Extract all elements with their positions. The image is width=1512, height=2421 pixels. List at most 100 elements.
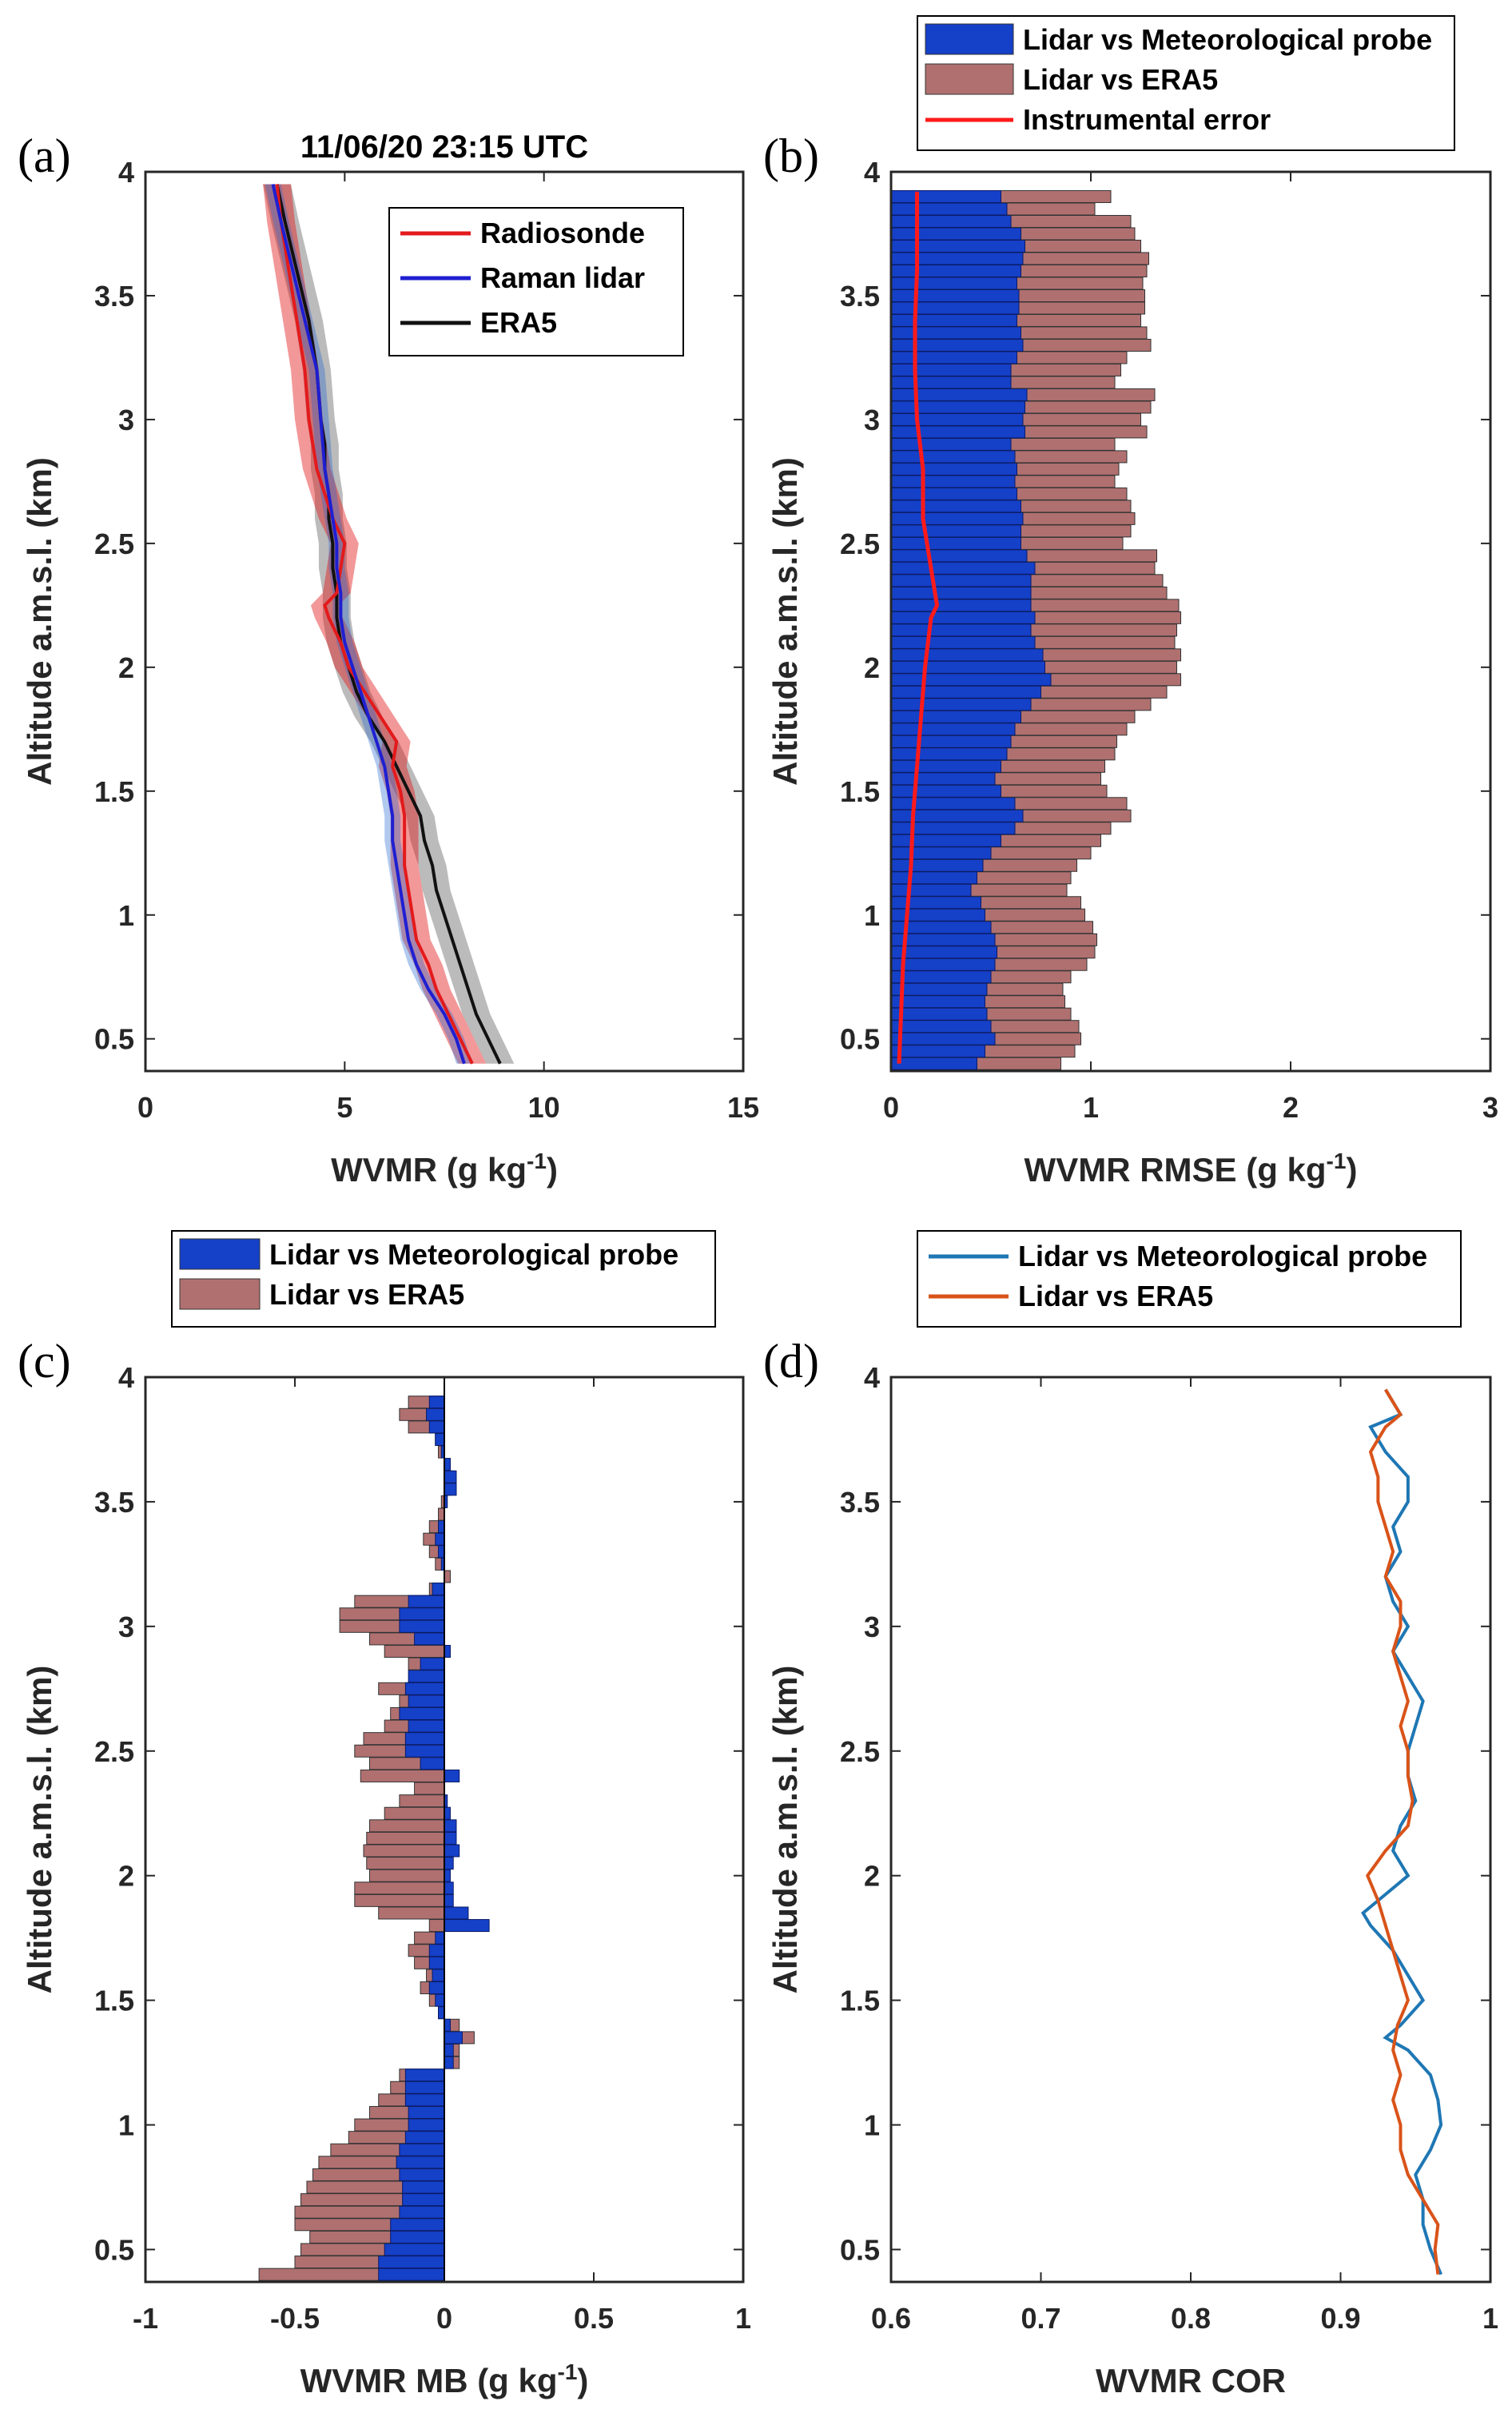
bar-lidar-vs-probe (890, 896, 981, 910)
y-tick-label: 3.5 (94, 1486, 134, 1519)
bar-lidar-vs-era5 (363, 1844, 445, 1858)
y-tick-label: 1 (118, 2109, 134, 2142)
bar-lidar-vs-era5 (369, 1869, 445, 1882)
bar-lidar-vs-probe (399, 1706, 445, 1720)
legend-swatch (925, 63, 1014, 95)
bar-lidar-vs-probe (444, 1483, 457, 1496)
bar-lidar-vs-probe (402, 2193, 445, 2207)
bar-lidar-vs-probe (428, 1956, 445, 1969)
x-axis-label: WVMR COR (1096, 2362, 1286, 2399)
bar-lidar-vs-probe (414, 1632, 445, 1646)
bar-lidar-vs-probe (890, 623, 1032, 637)
bar-lidar-vs-era5 (369, 1819, 445, 1833)
x-tick-label: -0.5 (270, 2302, 320, 2335)
bar-lidar-vs-probe (444, 1857, 454, 1870)
bar-lidar-vs-probe (438, 1545, 445, 1559)
x-tick-label: 0.8 (1171, 2302, 1211, 2335)
bar-lidar-vs-probe (890, 326, 1021, 340)
bar-lidar-vs-probe (444, 1831, 457, 1845)
bar-lidar-vs-probe (890, 338, 1024, 352)
y-tick-label: 3 (864, 404, 880, 436)
y-tick-label: 0.5 (94, 2233, 134, 2266)
bar-lidar-vs-probe (890, 982, 988, 996)
bar-lidar-vs-probe (444, 2018, 451, 2032)
bar-lidar-vs-probe (890, 388, 1028, 401)
bar-lidar-vs-probe (444, 1819, 457, 1833)
bar-lidar-vs-probe (890, 536, 1021, 550)
bar-lidar-vs-probe (890, 1057, 977, 1070)
bar-lidar-vs-probe (390, 2230, 445, 2244)
legend-label: Lidar vs ERA5 (1023, 63, 1218, 96)
y-tick-label: 2 (864, 1860, 880, 1893)
bar-lidar-vs-probe (408, 2118, 445, 2132)
bar-lidar-vs-era5 (360, 1769, 445, 1782)
y-tick-label: 3 (118, 1611, 134, 1643)
y-tick-label: 1.5 (840, 1985, 880, 2017)
bar-lidar-vs-probe (890, 1007, 988, 1021)
bar-lidar-vs-probe (444, 1769, 460, 1782)
bar-lidar-vs-era5 (384, 1645, 445, 1658)
x-tick-label: 1 (735, 2302, 751, 2335)
plot-area (891, 1377, 1490, 2282)
bar-lidar-vs-probe (890, 189, 1001, 203)
y-tick-label: 2.5 (94, 528, 134, 560)
legend-label: Lidar vs Meteorological probe (1023, 23, 1432, 56)
y-tick-label: 0.5 (840, 1023, 880, 1056)
y-tick-label: 1.5 (94, 775, 134, 808)
bar-lidar-vs-probe (890, 400, 1025, 414)
legend-label: Radiosonde (480, 217, 645, 249)
bar-lidar-vs-probe (408, 1719, 445, 1733)
legend-label: Lidar vs Meteorological probe (1018, 1240, 1427, 1272)
bar-lidar-vs-probe (384, 2243, 445, 2256)
bar-lidar-vs-probe (890, 698, 1032, 711)
bar-lidar-vs-probe (890, 227, 1021, 241)
bar-lidar-vs-probe (890, 574, 1032, 587)
bar-lidar-vs-probe (399, 2205, 445, 2219)
bar-lidar-vs-probe (890, 214, 1012, 228)
bar-lidar-vs-probe (426, 1408, 445, 1421)
bar-lidar-vs-probe (428, 1944, 445, 1957)
bar-lidar-vs-probe (404, 2081, 445, 2094)
bar-lidar-vs-probe (890, 871, 977, 885)
bar-lidar-vs-probe (444, 1906, 469, 1920)
bar-lidar-vs-era5 (378, 1906, 445, 1920)
bar-lidar-vs-probe (432, 1969, 445, 1982)
bar-lidar-vs-probe (890, 648, 1044, 662)
y-tick-label: 2 (118, 1860, 134, 1893)
bar-lidar-vs-probe (408, 1595, 445, 1608)
bar-lidar-vs-probe (890, 500, 1021, 513)
panel-label: (c) (18, 1335, 71, 1388)
y-tick-label: 1.5 (840, 775, 880, 808)
bar-lidar-vs-probe (444, 2031, 463, 2045)
bar-lidar-vs-probe (399, 2168, 445, 2181)
bar-lidar-vs-probe (435, 1993, 445, 2007)
legend-label: Instrumental error (1023, 103, 1271, 136)
panel-a: 0 5 10 15 0.5 1 1.5 2 2.5 3 3.5 4 WVMR (g kg-1) Altit… (18, 129, 759, 1189)
bar-lidar-vs-probe (435, 1532, 445, 1546)
x-axis-label: WVMR RMSE (g kg-1) (1025, 1149, 1358, 1189)
bar-lidar-vs-probe (890, 252, 1024, 265)
bar-lidar-vs-probe (402, 2180, 445, 2194)
y-axis-label: Altitude a.m.s.l. (km) (21, 1666, 58, 1994)
x-tick-label: -1 (133, 2302, 158, 2335)
y-tick-label: 3 (864, 1611, 880, 1643)
bar-lidar-vs-probe (890, 995, 985, 1009)
y-tick-label: 0.5 (840, 2233, 880, 2266)
bar-lidar-vs-probe (890, 673, 1052, 687)
bar-lidar-vs-probe (890, 412, 1024, 426)
bar-lidar-vs-era5 (414, 1782, 445, 1795)
legend-swatch (179, 1238, 261, 1270)
bar-lidar-vs-probe (890, 958, 996, 971)
x-tick-label: 1 (1482, 2302, 1498, 2335)
bar-lidar-vs-probe (408, 1694, 445, 1708)
x-tick-label: 10 (528, 1091, 560, 1124)
bar-lidar-vs-probe (890, 239, 1025, 253)
bar-lidar-vs-probe (890, 858, 984, 872)
legend-swatch (179, 1278, 261, 1310)
bar-lidar-vs-probe (404, 1744, 445, 1758)
bar-lidar-vs-era5 (428, 1919, 445, 1933)
bar-lidar-vs-probe (428, 1420, 445, 1434)
bar-lidar-vs-probe (432, 1583, 445, 1596)
bar-lidar-vs-probe (890, 524, 1021, 538)
bar-lidar-vs-probe (399, 1619, 445, 1633)
